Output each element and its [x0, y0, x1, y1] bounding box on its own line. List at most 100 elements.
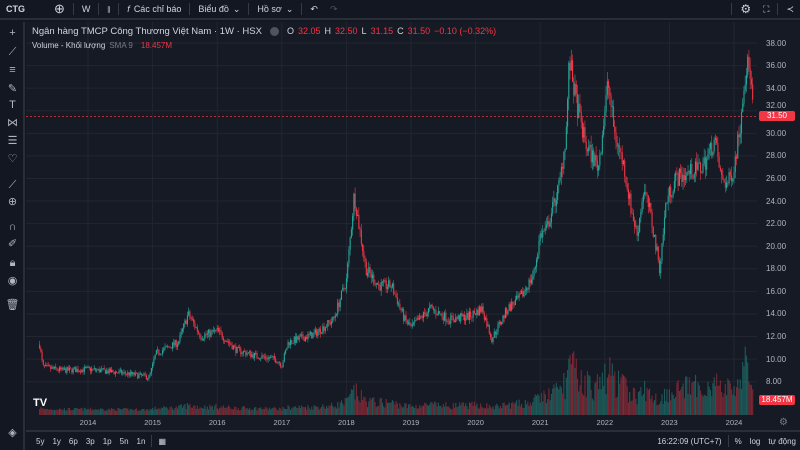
auto-scale-toggle[interactable]: tự động — [768, 436, 796, 446]
hide-legend-icon[interactable] — [269, 26, 279, 36]
candle-body — [375, 282, 377, 285]
volume-bar — [215, 403, 217, 415]
redo-icon[interactable]: ↷ — [329, 3, 338, 14]
candle-body — [116, 371, 118, 373]
volume-bar — [129, 408, 131, 415]
indicators-button[interactable]: f Các chỉ báo — [121, 0, 187, 19]
volume-bar — [488, 404, 490, 415]
candle-body — [575, 83, 577, 94]
candles-icon[interactable]: ⫾ — [107, 3, 111, 14]
candle-body — [60, 367, 62, 370]
price-tick-label: 38.00 — [766, 38, 787, 48]
candle-body — [456, 317, 458, 319]
text-icon[interactable]: T — [9, 99, 16, 111]
volume-bar — [48, 409, 51, 415]
lock-icon[interactable]: 🔒︎ — [9, 257, 16, 269]
candle-body — [292, 343, 294, 344]
symbol-search[interactable]: CTG — [6, 4, 25, 14]
magnet-icon[interactable]: ∩ — [8, 221, 17, 233]
candle-body — [208, 330, 210, 334]
range-1y[interactable]: 1y — [52, 436, 61, 446]
volume-bar — [653, 399, 656, 415]
chart-type-dropdown[interactable]: Biểu đồ ⌄ — [192, 0, 246, 19]
axis-settings-gear-icon[interactable]: ⚙ — [779, 417, 788, 428]
candle-body — [547, 221, 549, 225]
candle-body — [637, 231, 639, 236]
volume-bar — [682, 383, 684, 415]
eye-icon[interactable]: ◉ — [7, 275, 18, 287]
brush-icon[interactable]: ✎ — [7, 83, 18, 95]
volume-bar — [381, 402, 384, 415]
layers-icon[interactable]: ◈ — [8, 427, 17, 439]
price-tick-label: 12.00 — [766, 332, 787, 342]
log-toggle[interactable]: log — [749, 436, 761, 446]
candle-body — [165, 346, 167, 347]
settings-gear-icon[interactable]: ⚙ — [740, 2, 752, 16]
volume-bar — [92, 409, 94, 415]
range-5y[interactable]: 5y — [36, 436, 45, 446]
candle-body — [371, 274, 374, 279]
volume-bar — [634, 388, 636, 415]
clock-time[interactable]: 16:22:09 (UTC+7) — [657, 436, 722, 446]
ruler-icon[interactable]: ⟋ — [8, 179, 17, 191]
zoom-in-icon[interactable]: ⊕ — [7, 196, 18, 208]
volume-indicator-label[interactable]: Volume - Khối lượng — [32, 40, 106, 50]
candle-body — [51, 367, 53, 369]
volume-bar — [506, 405, 508, 415]
go-to-date-icon[interactable]: ▦ — [158, 436, 166, 446]
volume-bar — [612, 375, 615, 415]
profile-dropdown[interactable]: Hồ sơ ⌄ — [251, 0, 299, 19]
volume-bar — [298, 405, 300, 415]
interval-button[interactable]: W — [81, 4, 91, 14]
candle-body — [490, 333, 492, 338]
candle-body — [195, 327, 197, 329]
candle-body — [477, 309, 479, 316]
volume-bar — [66, 410, 68, 415]
trend-line-icon[interactable]: ⟋ — [8, 46, 17, 58]
candle-body — [534, 266, 536, 270]
pattern-icon[interactable]: ⋈ — [7, 117, 18, 129]
volume-bar — [117, 408, 119, 415]
volume-bar — [76, 407, 78, 415]
chart-pane[interactable] — [26, 22, 800, 430]
candle-body — [502, 315, 504, 322]
volume-bar — [747, 362, 749, 415]
candle-body — [231, 345, 233, 350]
fib-lines-icon[interactable]: ≡ — [9, 64, 16, 76]
range-1d[interactable]: 1n — [136, 436, 146, 446]
undo-icon[interactable]: ↶ — [310, 3, 318, 14]
candle-body — [175, 340, 177, 347]
range-3m[interactable]: 3p — [85, 436, 95, 446]
candle-body — [570, 60, 572, 71]
volume-bar — [277, 410, 279, 415]
range-1m[interactable]: 1p — [102, 436, 112, 446]
add-symbol-icon[interactable]: ⊕ — [54, 1, 65, 16]
range-6m[interactable]: 6p — [68, 436, 78, 446]
share-icon[interactable]: ≺ — [786, 3, 794, 14]
candle-body — [620, 151, 622, 153]
heart-icon[interactable]: ♡ — [7, 153, 18, 165]
forecast-icon[interactable]: ☰ — [7, 135, 18, 147]
crosshair-icon[interactable]: + — [9, 27, 16, 39]
candle-body — [465, 318, 467, 321]
candle-body — [714, 138, 716, 140]
percent-toggle[interactable]: % — [734, 436, 742, 446]
fullscreen-icon[interactable]: ⛶ — [763, 3, 770, 14]
candle-body — [81, 369, 83, 373]
trash-icon[interactable]: 🗑︎ — [5, 299, 20, 311]
candle-body — [583, 127, 585, 138]
volume-bar — [593, 400, 595, 415]
volume-bar — [480, 403, 482, 415]
volume-bar — [353, 384, 355, 415]
candle-body — [677, 173, 679, 186]
lock-drawings-icon[interactable]: ✐ — [7, 238, 18, 250]
range-5d[interactable]: 5n — [119, 436, 129, 446]
candle-body — [455, 317, 457, 323]
candle-body — [80, 371, 82, 373]
volume-bar — [245, 408, 247, 415]
volume-bar — [560, 387, 562, 415]
price-chart[interactable] — [26, 22, 800, 430]
open-label: O — [286, 26, 294, 36]
candle-body — [567, 99, 569, 127]
volume-bar — [667, 402, 669, 415]
